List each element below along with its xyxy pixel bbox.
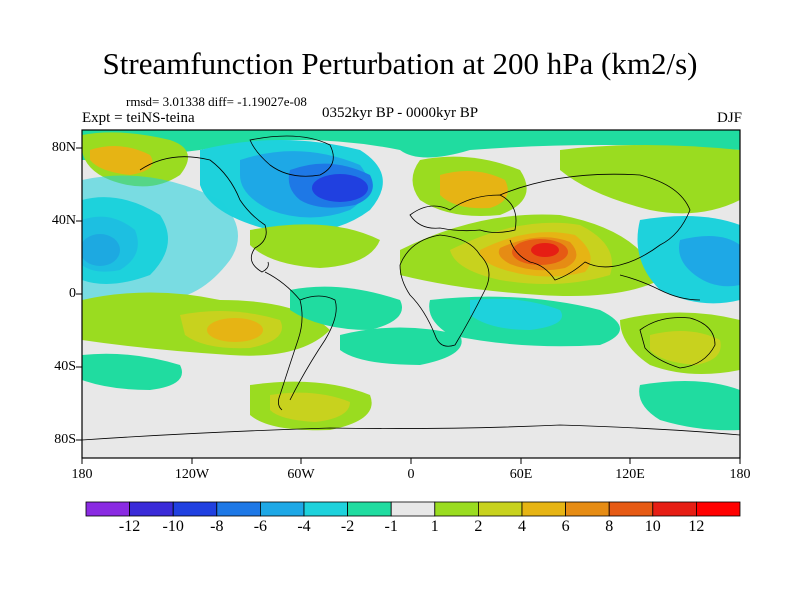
- colorbar-swatch: [696, 501, 741, 517]
- coast-africa: [399, 234, 490, 347]
- lon-label: 60W: [287, 467, 315, 482]
- season-label: DJF: [716, 110, 742, 126]
- colorbar-label: -1: [384, 518, 398, 535]
- colorbar-swatch: [172, 501, 218, 517]
- colorbar-label: 2: [474, 518, 483, 535]
- field-high-nw-pacific: [560, 145, 740, 214]
- field-high-core: [531, 243, 559, 257]
- colorbar-swatch: [652, 501, 697, 517]
- field-high-atlantic: [250, 224, 380, 268]
- field-high-europe: [440, 171, 508, 209]
- axis-ticks: [76, 147, 741, 464]
- lon-label: 120W: [174, 467, 210, 482]
- field-low-southern: [639, 381, 740, 431]
- colorbar-swatch: [85, 501, 130, 517]
- colorbar-swatch: [129, 501, 174, 517]
- colorbar-label: -2: [340, 518, 355, 535]
- lon-label: 60E: [509, 467, 533, 482]
- colorbar-label: -8: [210, 518, 224, 535]
- colorbar-label: 1: [430, 518, 439, 535]
- coast-europe: [409, 194, 517, 233]
- lon-label: 120E: [615, 467, 645, 482]
- colorbar-swatch: [477, 501, 523, 517]
- field-band-north: [82, 130, 740, 160]
- colorbar-label: 12: [688, 518, 705, 535]
- colorbar-label: -4: [297, 518, 311, 535]
- period-label: 0352kyr BP - 0000kyr BP: [322, 105, 479, 121]
- coast-australia: [639, 317, 716, 369]
- field-band: [82, 175, 238, 303]
- colorbar-swatch: [303, 501, 348, 517]
- lon-label: 0: [407, 467, 415, 482]
- plot-title: Streamfunction Perturbation at 200 hPa (…: [102, 46, 698, 81]
- colorbar-swatch: [521, 501, 566, 517]
- colorbar-swatch: [565, 501, 610, 517]
- colorbar-swatch: [390, 501, 436, 517]
- field-low-s-atlantic: [340, 327, 462, 365]
- lat-label: 80N: [51, 140, 76, 155]
- colorbar-label: -6: [253, 518, 268, 535]
- stats-line: rmsd= 3.01338 diff= -1.19027e-08: [126, 94, 307, 109]
- colorbar-label: -12: [118, 518, 141, 535]
- coast-indonesia: [619, 274, 701, 301]
- coastlines: [82, 135, 740, 441]
- colorbar-label: 6: [561, 518, 570, 535]
- colorbar-label: 10: [644, 518, 661, 535]
- colorbar-swatch: [347, 501, 392, 517]
- lon-label: 180: [71, 467, 93, 482]
- colorbar: [85, 501, 741, 517]
- colorbar-swatch: [216, 501, 261, 517]
- experiment-label: Expt = teiNS-teina: [82, 110, 195, 126]
- coast-south-america-east: [289, 295, 337, 401]
- coast-south-america: [264, 271, 303, 411]
- field-blob: [90, 146, 153, 175]
- field-low-w-pacific: [679, 236, 740, 287]
- coast-asia: [499, 173, 691, 281]
- field-antarctic: [82, 440, 740, 458]
- colorbar-swatch: [434, 501, 479, 517]
- lat-label: 80S: [54, 432, 76, 447]
- coast-antarctica: [82, 424, 740, 441]
- colorbar-label: 4: [518, 518, 526, 535]
- colorbar-label: -10: [162, 518, 184, 535]
- lat-label: 40N: [51, 213, 76, 228]
- field-low-core: [312, 174, 368, 202]
- field-low-southern: [82, 353, 182, 390]
- field-layer: [82, 130, 740, 458]
- field-low-indian: [470, 298, 562, 330]
- field-low-s-atlantic: [290, 286, 402, 330]
- field-high-core: [207, 318, 263, 342]
- lon-label: 180: [729, 467, 751, 482]
- colorbar-swatch: [259, 501, 305, 517]
- colorbar-label: 8: [605, 518, 614, 535]
- field-high-australia: [650, 331, 721, 365]
- coast-north-america: [139, 156, 269, 273]
- lat-label: 40S: [54, 359, 76, 374]
- lat-label: 0: [69, 286, 76, 301]
- coast-greenland: [249, 135, 334, 177]
- colorbar-swatch: [608, 501, 654, 517]
